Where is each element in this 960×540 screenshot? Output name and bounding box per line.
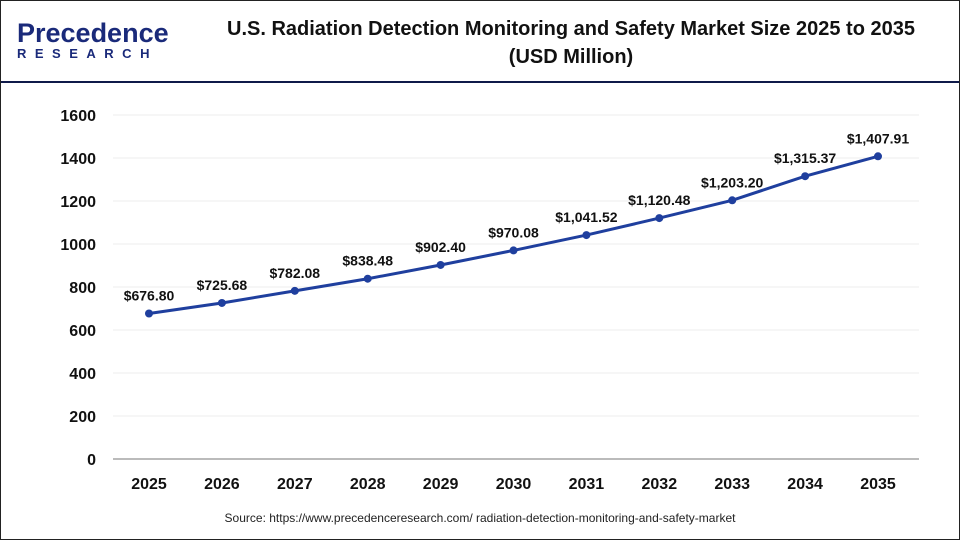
- data-label: $970.08: [488, 224, 539, 240]
- y-tick-label: 400: [69, 366, 96, 383]
- y-tick-label: 600: [69, 323, 96, 340]
- data-point: [801, 172, 810, 181]
- title-line2: (USD Million): [508, 46, 634, 68]
- data-point: [655, 214, 664, 223]
- x-tick-label: 2030: [496, 476, 532, 493]
- x-tick-label: 2029: [423, 476, 459, 493]
- data-point: [290, 286, 299, 295]
- data-label: $1,315.37: [774, 150, 836, 166]
- y-tick-label: 1000: [60, 237, 96, 254]
- x-tick-label: 2032: [642, 476, 678, 493]
- chart-title: U.S. Radiation Detection Monitoring and …: [191, 15, 951, 71]
- data-point: [145, 309, 153, 318]
- data-label: $902.40: [415, 239, 466, 255]
- x-tick-label: 2027: [277, 476, 313, 493]
- title-line1: U.S. Radiation Detection Monitoring and …: [227, 18, 915, 40]
- data-label: $782.08: [269, 265, 320, 281]
- precedence-research-logo: Precedence RESEARCH: [17, 19, 169, 61]
- data-point: [728, 196, 737, 205]
- logo-line1: Precedence: [17, 18, 169, 48]
- data-point: [363, 274, 372, 283]
- x-tick-label: 2035: [860, 476, 896, 493]
- y-tick-label: 200: [69, 409, 96, 426]
- x-tick-label: 2034: [787, 476, 823, 493]
- y-tick-label: 1400: [60, 151, 96, 168]
- data-point: [874, 152, 882, 161]
- header: Precedence RESEARCH U.S. Radiation Detec…: [1, 1, 959, 83]
- data-label: $1,041.52: [555, 209, 617, 225]
- source-text: Source: https://www.precedenceresearch.c…: [224, 511, 736, 525]
- data-point: [509, 246, 518, 255]
- data-point: [582, 231, 591, 240]
- y-tick-label: 1200: [60, 194, 96, 211]
- y-tick-label: 0: [87, 452, 96, 469]
- y-tick-label: 800: [69, 280, 96, 297]
- data-label: $1,203.20: [701, 174, 763, 190]
- logo-line2: RESEARCH: [17, 46, 158, 61]
- data-label: $838.48: [342, 253, 393, 269]
- x-tick-label: 2026: [204, 476, 240, 493]
- x-tick-label: 2028: [350, 476, 386, 493]
- data-label: $725.68: [197, 277, 248, 293]
- data-label: $1,120.48: [628, 192, 690, 208]
- x-tick-label: 2025: [131, 476, 167, 493]
- y-tick-label: 1600: [60, 108, 96, 125]
- data-point: [436, 260, 445, 269]
- data-label: $1,407.91: [847, 130, 909, 146]
- data-label: $676.80: [124, 287, 175, 303]
- x-tick-label: 2031: [569, 476, 605, 493]
- x-tick-label: 2033: [714, 476, 750, 493]
- data-point: [217, 298, 226, 307]
